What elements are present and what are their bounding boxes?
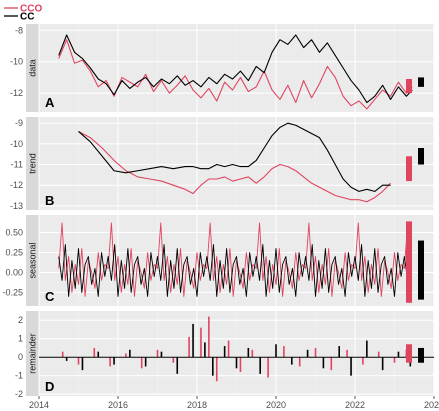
strip-trend <box>26 117 39 210</box>
y-tick-label: 2 <box>18 315 23 325</box>
legend-label-cc: CC <box>20 12 34 23</box>
y-tick-label: -10 <box>10 57 23 67</box>
y-tick-label: -9 <box>15 118 23 128</box>
y-tick-label: -13 <box>10 201 23 211</box>
series-line-cco <box>58 222 412 297</box>
x-tick-label: 2016 <box>108 400 128 410</box>
strip-label-data: data <box>28 59 38 77</box>
y-tick-label: -12 <box>10 88 23 98</box>
strip-label-trend: trend <box>28 153 38 174</box>
range-bar-cco <box>406 156 412 182</box>
range-bar-cco <box>406 79 412 94</box>
plot-area-trend <box>78 122 391 203</box>
panel-data: data -8 -10 -12 A <box>10 24 435 112</box>
y-tick-label: -12 <box>10 180 23 190</box>
panel-letter-data: A <box>45 95 55 110</box>
y-tick-label: 0.50 <box>5 228 23 238</box>
strip-seasonal <box>26 215 39 306</box>
y-tick-label: -11 <box>11 160 23 170</box>
x-tick-label: 2018 <box>187 400 207 410</box>
strip-label-seasonal: seasonal <box>28 242 38 278</box>
y-tick-label: -1 <box>15 371 23 381</box>
panel-letter-seasonal: C <box>45 289 55 304</box>
plot-area-seasonal <box>58 222 412 297</box>
range-bar-cc <box>418 77 424 87</box>
panel-seasonal: seasonal 0.50 0.25 0.00 -0.25 C <box>2 215 435 306</box>
range-bar-cco <box>406 344 412 363</box>
y-tick-label: 1 <box>18 334 23 344</box>
series-line-cc <box>58 244 412 297</box>
x-tick-label: 2024 <box>424 400 439 410</box>
x-axis: 2014 2016 2018 2020 2022 2024 <box>29 396 439 410</box>
panel-letter-remainder: D <box>45 379 54 394</box>
panel-letter-trend: B <box>45 193 54 208</box>
range-bar-cc <box>418 347 424 363</box>
x-tick-label: 2020 <box>266 400 286 410</box>
strip-label-remainder: remainder <box>28 333 38 374</box>
y-tick-label: 0 <box>18 352 23 362</box>
y-tick-label: -2 <box>15 389 23 399</box>
panel-remainder: remainder 2 1 0 -1 -2 D <box>15 311 435 399</box>
x-tick-label: 2022 <box>345 400 365 410</box>
y-tick-label: -10 <box>10 139 23 149</box>
y-tick-label: 0.25 <box>5 248 23 258</box>
range-bar-cc <box>418 240 424 300</box>
y-tick-label: -0.25 <box>2 287 23 297</box>
series-line-cc <box>58 34 413 104</box>
panel-trend: trend -9 -10 -11 -12 -13 B <box>10 117 435 211</box>
y-tick-label: -8 <box>15 25 23 35</box>
plot-area-remainder <box>39 316 434 382</box>
strip-remainder <box>26 311 39 396</box>
range-bar-cco <box>406 221 412 303</box>
strip-data <box>26 24 39 112</box>
series-line-cco <box>78 130 391 203</box>
plot-area-data <box>58 34 413 110</box>
x-tick-label: 2014 <box>29 400 49 410</box>
series-line-cc <box>78 122 391 192</box>
legend-label-cco: CCO <box>20 4 42 15</box>
y-tick-label: 0.00 <box>5 267 23 277</box>
range-bar-cc <box>418 148 424 165</box>
